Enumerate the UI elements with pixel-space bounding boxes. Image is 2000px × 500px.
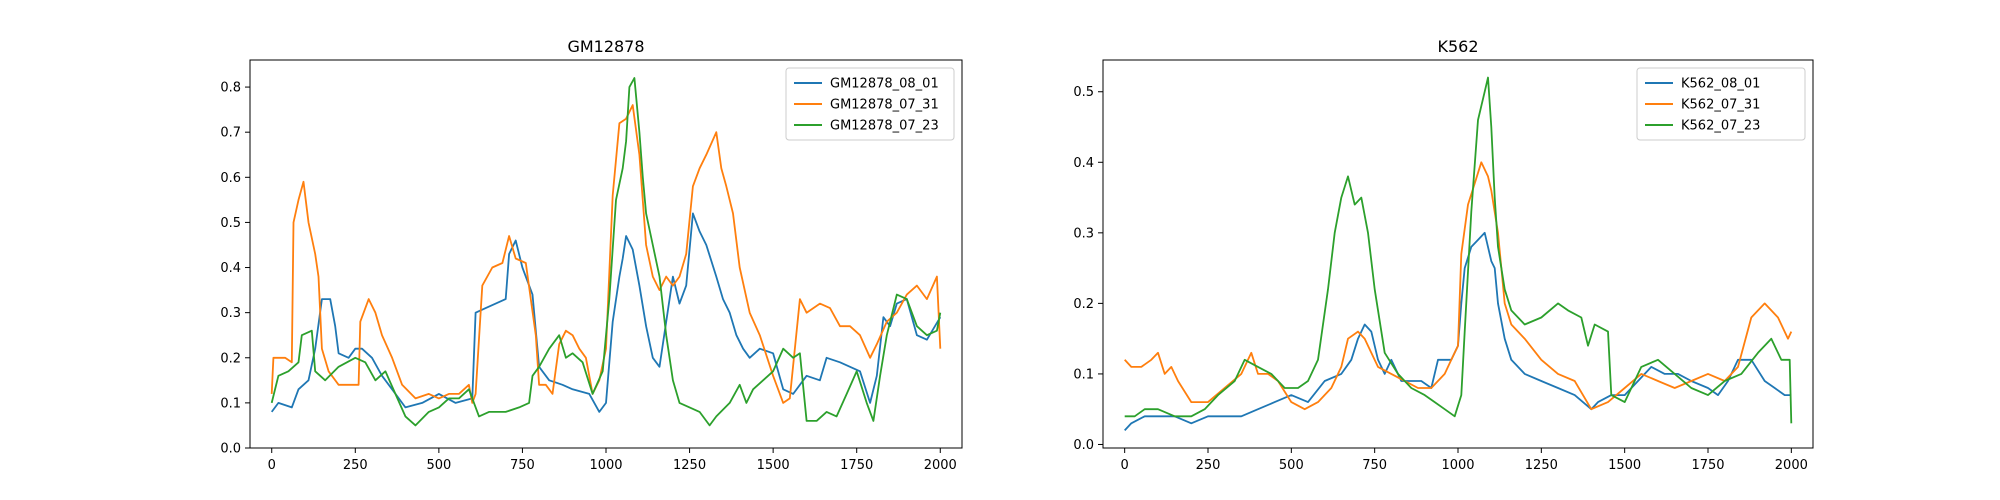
chart-gm12878: GM12878 0 250 500 750 1000 1250 1500 1750 2000 0.… bbox=[220, 37, 963, 473]
y-tick-label: 0.1 bbox=[1073, 367, 1094, 382]
series-line-k562-07-31 bbox=[1124, 161, 1793, 411]
x-tick-label: 1750 bbox=[1691, 458, 1724, 473]
chart-title: K562 bbox=[1437, 37, 1478, 56]
x-tick-label: 500 bbox=[1279, 458, 1304, 473]
legend-box bbox=[1636, 67, 1806, 141]
x-tick-label: 250 bbox=[1196, 458, 1221, 473]
chart-k562: K562 0 250 500 750 1000 1250 1500 1750 2000 0.0 0.… bbox=[1073, 37, 1814, 473]
legend-entry: GM12878_08_01 bbox=[830, 77, 939, 92]
y-tick-label: 0.5 bbox=[1073, 85, 1094, 100]
series-line-gm12878-07-31 bbox=[270, 104, 942, 404]
y-tick-label: 0.8 bbox=[220, 81, 241, 96]
y-tick-label: 0.4 bbox=[1073, 156, 1094, 171]
legend-entry: K562_08_01 bbox=[1681, 77, 1760, 92]
x-tick-label: 500 bbox=[426, 458, 451, 473]
y-tick-label: 0.0 bbox=[220, 442, 241, 457]
y-tick-label: 0.3 bbox=[1073, 226, 1094, 241]
series-line-gm12878-07-23 bbox=[270, 77, 942, 427]
legend-entry: K562_07_23 bbox=[1681, 119, 1760, 134]
x-tick-label: 1500 bbox=[757, 458, 790, 473]
x-tick-label: 2000 bbox=[1775, 458, 1808, 473]
x-tick-label: 0 bbox=[1121, 458, 1129, 473]
x-tick-label: 1000 bbox=[1441, 458, 1474, 473]
y-tick-label: 0.1 bbox=[220, 396, 241, 411]
legend-entry: GM12878_07_23 bbox=[830, 119, 939, 134]
legend-entry: GM12878_07_31 bbox=[830, 98, 939, 113]
series-line-gm12878-08-01 bbox=[270, 212, 942, 413]
y-tick-label: 0.4 bbox=[220, 261, 241, 276]
x-tick-label: 250 bbox=[343, 458, 368, 473]
series-line-k562-07-23 bbox=[1124, 76, 1793, 424]
legend-box bbox=[785, 67, 955, 141]
y-tick-label: 0.6 bbox=[220, 171, 241, 186]
legend: GM12878_08_01 GM12878_07_31 GM12878_07_23 bbox=[785, 67, 955, 141]
y-tick-label: 0.3 bbox=[220, 306, 241, 321]
y-tick-label: 0.5 bbox=[220, 216, 241, 231]
x-tick-label: 0 bbox=[268, 458, 276, 473]
legend-entry: K562_07_31 bbox=[1681, 98, 1760, 113]
x-tick-label: 1000 bbox=[589, 458, 622, 473]
x-tick-label: 1500 bbox=[1608, 458, 1641, 473]
y-tick-label: 0.0 bbox=[1073, 438, 1094, 453]
y-tick-label: 0.2 bbox=[220, 351, 241, 366]
x-tick-label: 1250 bbox=[1525, 458, 1558, 473]
x-tick-label: 1250 bbox=[673, 458, 706, 473]
x-tick-label: 750 bbox=[510, 458, 535, 473]
y-tick-label: 0.2 bbox=[1073, 297, 1094, 312]
x-tick-label: 2000 bbox=[924, 458, 957, 473]
x-tick-label: 750 bbox=[1362, 458, 1387, 473]
chart-title: GM12878 bbox=[567, 37, 644, 56]
y-tick-label: 0.7 bbox=[220, 126, 241, 141]
x-tick-label: 1750 bbox=[840, 458, 873, 473]
legend: K562_08_01 K562_07_31 K562_07_23 bbox=[1636, 67, 1806, 141]
